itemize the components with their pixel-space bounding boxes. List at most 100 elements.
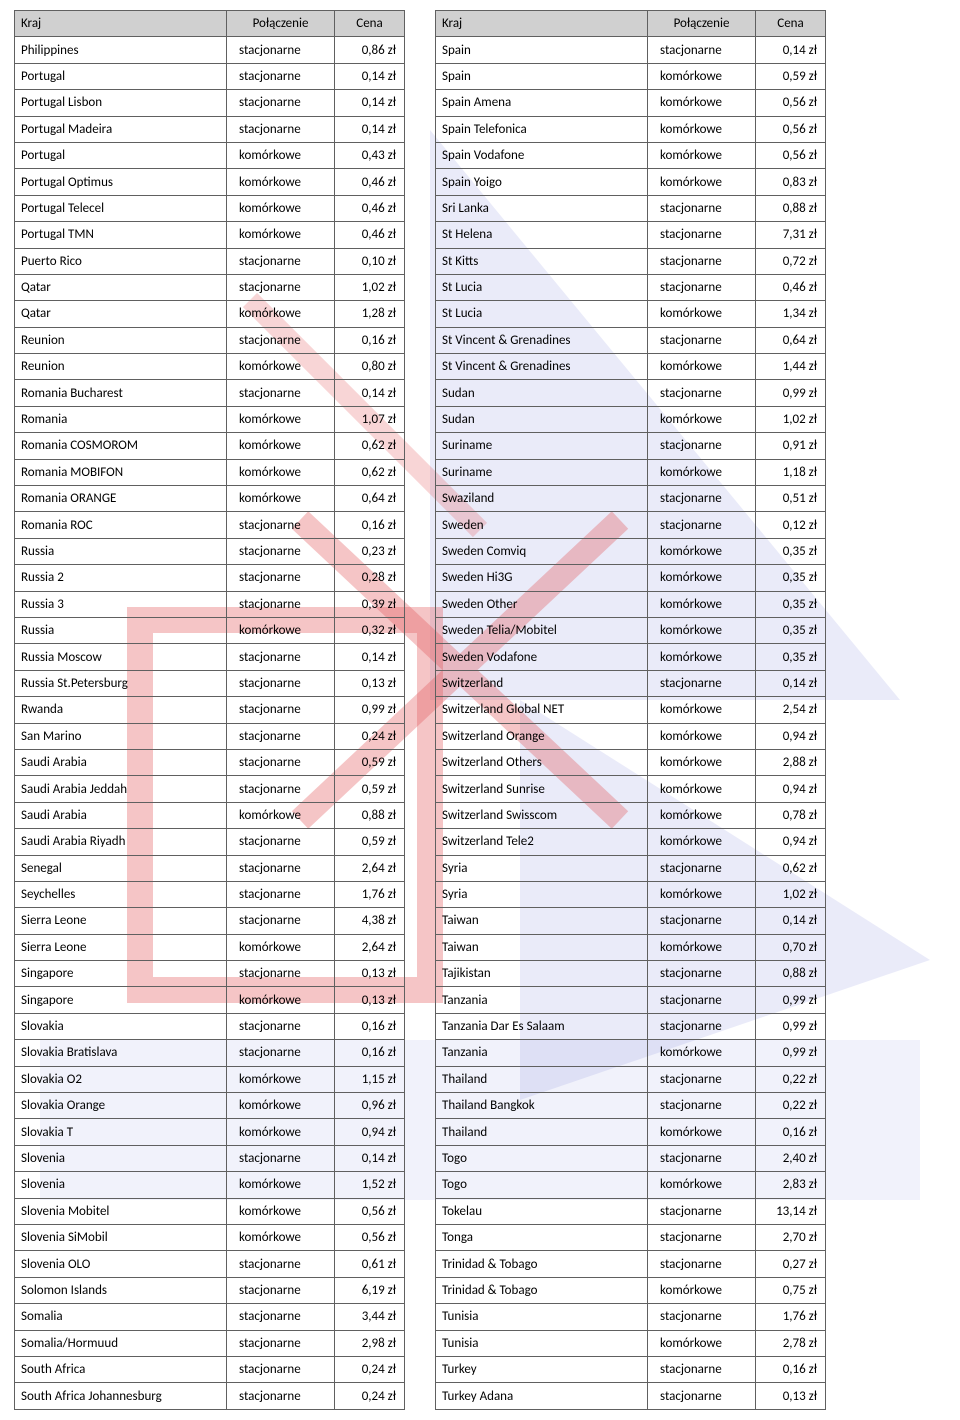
cell-kraj: Slovenia SiMobil [15, 1224, 227, 1250]
cell-pol: komórkowe [648, 301, 756, 327]
cell-kraj: Spain Amena [436, 90, 648, 116]
header-kraj: Kraj [436, 11, 648, 37]
table-row: Portugal Lisbonstacjonarne0,14 zł [15, 90, 405, 116]
table-row: Romania ROCstacjonarne0,16 zł [15, 512, 405, 538]
table-row: Saudi Arabia Jeddahstacjonarne0,59 zł [15, 776, 405, 802]
cell-cena: 2,78 zł [756, 1330, 826, 1356]
table-row: Spainkomórkowe0,59 zł [436, 63, 826, 89]
table-row: Saudi Arabia Riyadhstacjonarne0,59 zł [15, 829, 405, 855]
table-row: Thailand Bangkokstacjonarne0,22 zł [436, 1093, 826, 1119]
cell-cena: 0,14 zł [756, 908, 826, 934]
table-header-row: Kraj Połączenie Cena [436, 11, 826, 37]
cell-kraj: Seychelles [15, 881, 227, 907]
cell-pol: komórkowe [227, 802, 335, 828]
cell-pol: stacjonarne [648, 1013, 756, 1039]
cell-cena: 0,14 zł [335, 63, 405, 89]
cell-kraj: Switzerland Swisscom [436, 802, 648, 828]
table-row: Senegalstacjonarne2,64 zł [15, 855, 405, 881]
cell-kraj: Russia [15, 617, 227, 643]
table-row: St Helenastacjonarne7,31 zł [436, 222, 826, 248]
table-row: Swedenstacjonarne0,12 zł [436, 512, 826, 538]
table-row: Sierra Leonekomórkowe2,64 zł [15, 934, 405, 960]
cell-kraj: Taiwan [436, 934, 648, 960]
cell-pol: stacjonarne [227, 697, 335, 723]
cell-cena: 0,51 zł [756, 486, 826, 512]
cell-kraj: Spain [436, 63, 648, 89]
cell-pol: komórkowe [227, 301, 335, 327]
cell-kraj: St Lucia [436, 301, 648, 327]
cell-kraj: Trinidad & Tobago [436, 1251, 648, 1277]
cell-pol: komórkowe [227, 169, 335, 195]
cell-cena: 0,32 zł [335, 617, 405, 643]
cell-pol: stacjonarne [648, 1224, 756, 1250]
table-row: Togostacjonarne2,40 zł [436, 1145, 826, 1171]
cell-cena: 0,14 zł [335, 644, 405, 670]
cell-cena: 0,12 zł [756, 512, 826, 538]
cell-cena: 2,88 zł [756, 749, 826, 775]
cell-cena: 0,13 zł [335, 961, 405, 987]
table-row: Seychellesstacjonarne1,76 zł [15, 881, 405, 907]
table-row: Sweden Otherkomórkowe0,35 zł [436, 591, 826, 617]
table-row: Slovakia Bratislavastacjonarne0,16 zł [15, 1040, 405, 1066]
cell-kraj: Somalia/Hormuud [15, 1330, 227, 1356]
cell-pol: komórkowe [648, 644, 756, 670]
cell-kraj: Slovakia O2 [15, 1066, 227, 1092]
cell-pol: komórkowe [227, 1198, 335, 1224]
cell-pol: stacjonarne [648, 195, 756, 221]
table-row: Saudi Arabiakomórkowe0,88 zł [15, 802, 405, 828]
cell-cena: 0,24 zł [335, 1356, 405, 1382]
cell-cena: 0,99 zł [756, 1040, 826, 1066]
table-row: Tunisiastacjonarne1,76 zł [436, 1304, 826, 1330]
table-row: Romania Buchareststacjonarne0,14 zł [15, 380, 405, 406]
cell-pol: stacjonarne [648, 486, 756, 512]
table-row: Romania MOBIFONkomórkowe0,62 zł [15, 459, 405, 485]
table-row: Solomon Islandsstacjonarne6,19 zł [15, 1277, 405, 1303]
cell-pol: stacjonarne [648, 1356, 756, 1382]
cell-cena: 0,46 zł [335, 222, 405, 248]
cell-pol: komórkowe [648, 881, 756, 907]
cell-pol: stacjonarne [227, 908, 335, 934]
cell-pol: stacjonarne [227, 248, 335, 274]
cell-pol: stacjonarne [227, 1277, 335, 1303]
cell-pol: komórkowe [648, 1119, 756, 1145]
header-cena: Cena [756, 11, 826, 37]
cell-cena: 0,99 zł [756, 1013, 826, 1039]
cell-pol: stacjonarne [648, 961, 756, 987]
table-row: Spain Telefonicakomórkowe0,56 zł [436, 116, 826, 142]
cell-kraj: St Vincent & Grenadines [436, 354, 648, 380]
cell-pol: komórkowe [227, 354, 335, 380]
cell-pol: komórkowe [648, 63, 756, 89]
cell-cena: 0,75 zł [756, 1277, 826, 1303]
cell-cena: 2,54 zł [756, 697, 826, 723]
cell-pol: stacjonarne [227, 274, 335, 300]
table-row: Russiakomórkowe0,32 zł [15, 617, 405, 643]
table-row: Togokomórkowe2,83 zł [436, 1172, 826, 1198]
cell-kraj: Switzerland Tele2 [436, 829, 648, 855]
cell-kraj: Russia [15, 538, 227, 564]
table-row: St Vincent & Grenadineskomórkowe1,44 zł [436, 354, 826, 380]
cell-pol: komórkowe [227, 459, 335, 485]
cell-pol: stacjonarne [227, 881, 335, 907]
cell-cena: 0,94 zł [335, 1119, 405, 1145]
cell-pol: komórkowe [227, 406, 335, 432]
cell-pol: komórkowe [648, 591, 756, 617]
table-row: Sweden Vodafonekomórkowe0,35 zł [436, 644, 826, 670]
cell-cena: 0,59 zł [335, 829, 405, 855]
cell-kraj: Tokelau [436, 1198, 648, 1224]
table-row: Romania ORANGEkomórkowe0,64 zł [15, 486, 405, 512]
cell-kraj: Sudan [436, 406, 648, 432]
cell-cena: 7,31 zł [756, 222, 826, 248]
table-row: Switzerland Tele2komórkowe0,94 zł [436, 829, 826, 855]
cell-cena: 0,46 zł [335, 169, 405, 195]
table-row: St Kittsstacjonarne0,72 zł [436, 248, 826, 274]
table-row: Portugal Telecelkomórkowe0,46 zł [15, 195, 405, 221]
cell-pol: komórkowe [648, 1172, 756, 1198]
cell-kraj: Sweden Other [436, 591, 648, 617]
cell-pol: stacjonarne [227, 1330, 335, 1356]
cell-cena: 0,14 zł [335, 90, 405, 116]
cell-kraj: Slovenia [15, 1145, 227, 1171]
table-row: Tunisiakomórkowe2,78 zł [436, 1330, 826, 1356]
cell-pol: stacjonarne [227, 1145, 335, 1171]
cell-cena: 0,72 zł [756, 248, 826, 274]
cell-pol: komórkowe [648, 354, 756, 380]
